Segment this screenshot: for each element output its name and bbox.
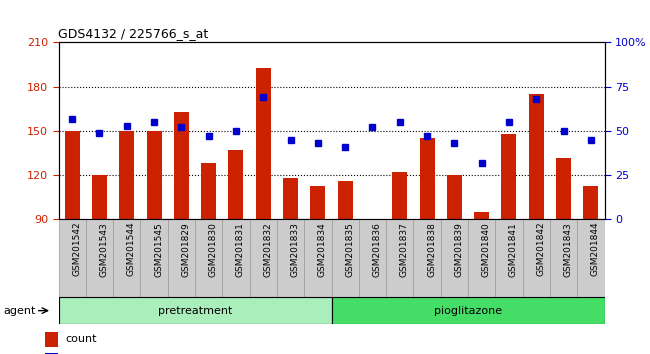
Bar — [468, 219, 495, 297]
Text: GSM201831: GSM201831 — [236, 222, 245, 277]
Bar — [86, 219, 113, 297]
Text: GSM201839: GSM201839 — [454, 222, 463, 277]
Bar — [46, 332, 58, 347]
Text: GSM201829: GSM201829 — [181, 222, 190, 276]
Bar — [250, 219, 277, 297]
Bar — [332, 297, 604, 324]
Text: agent: agent — [3, 306, 36, 316]
Bar — [283, 178, 298, 219]
Bar — [174, 112, 189, 219]
Bar — [495, 219, 523, 297]
Bar — [386, 219, 413, 297]
Text: pioglitazone: pioglitazone — [434, 306, 502, 316]
Text: count: count — [65, 334, 96, 344]
Text: GSM201837: GSM201837 — [400, 222, 409, 277]
Bar — [92, 175, 107, 219]
Bar — [277, 219, 304, 297]
Bar — [528, 94, 544, 219]
Bar — [550, 219, 577, 297]
Text: GSM201543: GSM201543 — [99, 222, 109, 276]
Bar — [201, 164, 216, 219]
Text: GSM201840: GSM201840 — [482, 222, 491, 276]
Bar — [501, 134, 517, 219]
Bar — [222, 219, 250, 297]
Text: pretreatment: pretreatment — [158, 306, 232, 316]
Bar — [310, 185, 326, 219]
Bar — [419, 138, 435, 219]
Bar — [523, 219, 550, 297]
Bar — [64, 131, 80, 219]
Bar — [413, 219, 441, 297]
Bar — [146, 131, 162, 219]
Text: GSM201836: GSM201836 — [372, 222, 382, 277]
Text: GSM201834: GSM201834 — [318, 222, 327, 276]
Text: GSM201842: GSM201842 — [536, 222, 545, 276]
Bar — [46, 353, 58, 354]
Bar — [447, 175, 462, 219]
Text: GSM201843: GSM201843 — [564, 222, 573, 276]
Bar — [474, 212, 489, 219]
Bar — [58, 297, 332, 324]
Bar — [113, 219, 140, 297]
Text: GDS4132 / 225766_s_at: GDS4132 / 225766_s_at — [58, 27, 209, 40]
Bar — [577, 219, 605, 297]
Bar — [583, 185, 599, 219]
Bar — [337, 181, 353, 219]
Text: GSM201838: GSM201838 — [427, 222, 436, 277]
Text: GSM201545: GSM201545 — [154, 222, 163, 276]
Text: GSM201833: GSM201833 — [291, 222, 300, 277]
Text: GSM201835: GSM201835 — [345, 222, 354, 277]
Bar — [392, 172, 408, 219]
Bar — [119, 131, 135, 219]
Bar — [359, 219, 386, 297]
Text: GSM201830: GSM201830 — [209, 222, 218, 277]
Text: GSM201844: GSM201844 — [591, 222, 600, 276]
Bar — [255, 68, 271, 219]
Text: GSM201832: GSM201832 — [263, 222, 272, 276]
Bar — [304, 219, 332, 297]
Bar — [195, 219, 222, 297]
Bar — [140, 219, 168, 297]
Bar — [332, 219, 359, 297]
Bar — [441, 219, 468, 297]
Text: GSM201841: GSM201841 — [509, 222, 518, 276]
Bar — [556, 158, 571, 219]
Text: GSM201542: GSM201542 — [72, 222, 81, 276]
Bar — [168, 219, 195, 297]
Text: GSM201544: GSM201544 — [127, 222, 136, 276]
Bar — [58, 219, 86, 297]
Bar — [228, 150, 244, 219]
